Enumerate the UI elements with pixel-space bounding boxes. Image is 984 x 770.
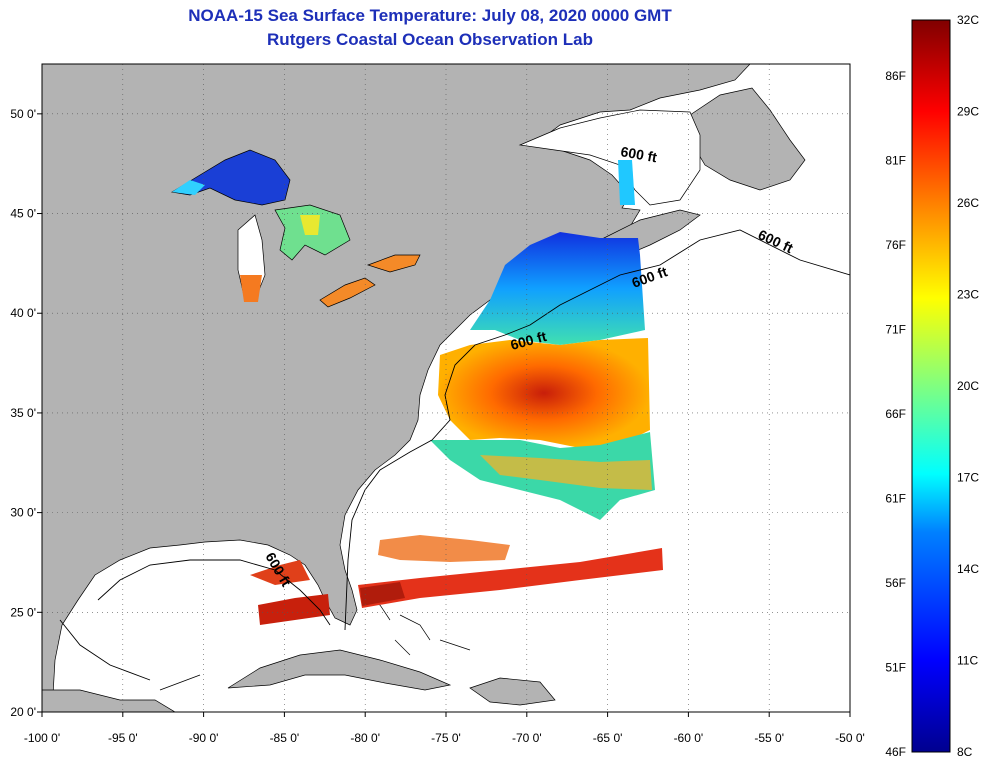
sst-labrador-strip bbox=[618, 160, 635, 205]
sst-atlantic-stripe bbox=[358, 548, 663, 608]
x-tick-label: -100 0' bbox=[24, 731, 60, 745]
sst-scattered-band bbox=[378, 535, 510, 562]
colorbar-fahrenheit-label: 46F bbox=[885, 745, 906, 759]
x-tick-label: -65 0' bbox=[593, 731, 623, 745]
colorbar-celsius-label: 26C bbox=[957, 196, 979, 210]
colorbar bbox=[911, 19, 951, 753]
colorbar-fahrenheit-label: 66F bbox=[885, 407, 906, 421]
lake-superior-west bbox=[172, 180, 205, 195]
x-tick-label: -80 0' bbox=[350, 731, 380, 745]
y-tick-label: 50 0' bbox=[10, 107, 36, 121]
colorbar-celsius-label: 17C bbox=[957, 471, 979, 485]
colorbar-celsius-label: 32C bbox=[957, 13, 979, 27]
y-tick-label: 35 0' bbox=[10, 406, 36, 420]
sst-gulf-mexico-stripe bbox=[250, 560, 310, 585]
gulf-of-st-lawrence bbox=[518, 109, 701, 206]
colorbar-fahrenheit-label: 86F bbox=[885, 69, 906, 83]
lake-superior bbox=[171, 149, 291, 206]
colorbar-fahrenheit-label: 56F bbox=[885, 576, 906, 590]
map-subtitle: Rutgers Coastal Ocean Observation Lab bbox=[267, 30, 593, 49]
colorbar-fahrenheit-label: 61F bbox=[885, 492, 906, 506]
colorbar-celsius-label: 8C bbox=[957, 745, 973, 759]
contour-600ft bbox=[97, 229, 850, 631]
sst-stripe-dark bbox=[360, 582, 405, 606]
lake-erie bbox=[319, 277, 376, 308]
colorbar-celsius-label: 11C bbox=[957, 654, 978, 668]
newfoundland bbox=[689, 87, 806, 191]
colorbar-labels: 32C 29C 26C 23C 20C 17C 14C 11C 8C 86F 81F 76F 71F 66… bbox=[885, 13, 979, 759]
sst-cold-shelf bbox=[470, 232, 645, 345]
colorbar-celsius-label: 23C bbox=[957, 288, 979, 302]
colorbar-fahrenheit-label: 81F bbox=[885, 154, 906, 168]
y-tick-label: 40 0' bbox=[10, 306, 36, 320]
yucatan bbox=[42, 689, 176, 712]
x-tick-label: -50 0' bbox=[835, 731, 865, 745]
x-tick-label: -90 0' bbox=[189, 731, 219, 745]
y-axis-ticks: 50 0' 45 0' 40 0' 35 0' 30 0' 25 0' 20 0' bbox=[10, 107, 42, 719]
sst-mixed-band bbox=[480, 455, 652, 490]
colorbar-fahrenheit-label: 71F bbox=[885, 323, 906, 337]
contour-600ft-shelf bbox=[59, 619, 201, 691]
x-tick-label: -95 0' bbox=[108, 731, 138, 745]
x-axis-ticks: -100 0' -95 0' -90 0' -85 0' -80 0' -75 0' -70… bbox=[24, 712, 865, 745]
colorbar-celsius-label: 20C bbox=[957, 379, 979, 393]
colorbar-fahrenheit-label: 76F bbox=[885, 238, 906, 252]
hispaniola bbox=[469, 677, 556, 706]
lake-michigan-south bbox=[240, 275, 262, 302]
colorbar-celsius-label: 29C bbox=[957, 105, 979, 119]
x-tick-label: -55 0' bbox=[754, 731, 784, 745]
georgian-bay bbox=[300, 215, 320, 235]
colorbar-celsius-label: 14C bbox=[957, 562, 979, 576]
sst-swath bbox=[250, 160, 663, 625]
lake-ontario bbox=[366, 254, 421, 273]
y-tick-label: 45 0' bbox=[10, 207, 36, 221]
bahamas bbox=[364, 599, 471, 656]
x-tick-label: -85 0' bbox=[270, 731, 300, 745]
colorbar-fahrenheit-label: 51F bbox=[885, 661, 906, 675]
x-tick-label: -75 0' bbox=[431, 731, 461, 745]
graticule bbox=[42, 64, 850, 712]
x-tick-label: -70 0' bbox=[512, 731, 542, 745]
map-title: NOAA-15 Sea Surface Temperature: July 08… bbox=[188, 6, 672, 25]
x-tick-label: -60 0' bbox=[674, 731, 704, 745]
y-tick-label: 25 0' bbox=[10, 605, 36, 619]
contour-label: 600 ft bbox=[619, 143, 658, 165]
y-tick-label: 20 0' bbox=[10, 705, 36, 719]
y-tick-label: 30 0' bbox=[10, 506, 36, 520]
sst-gulf-stream bbox=[438, 338, 650, 448]
cuba bbox=[227, 649, 452, 691]
